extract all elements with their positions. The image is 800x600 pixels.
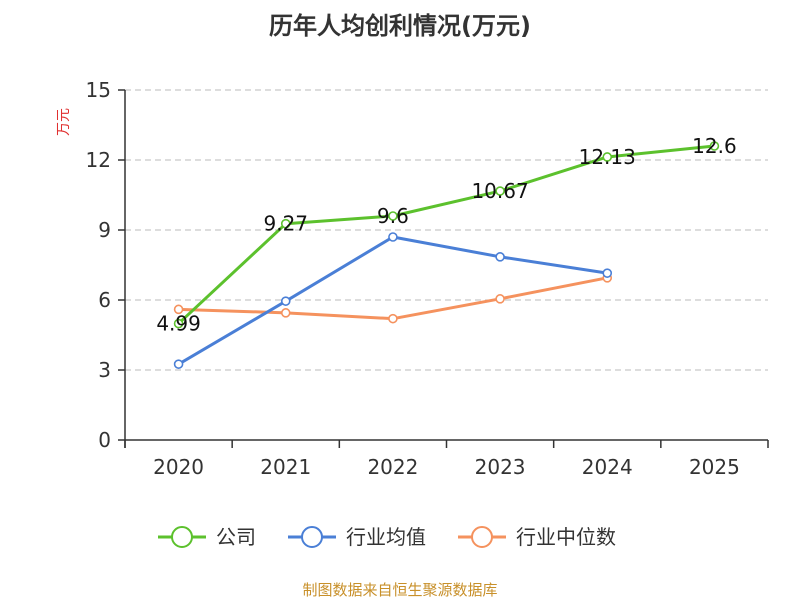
legend-item-1: 行业均值	[288, 525, 426, 549]
series-point-0	[709, 141, 720, 151]
series-point-2	[388, 313, 398, 324]
series-layer	[173, 141, 720, 369]
chart-title: 历年人均创利情况(万元)	[269, 12, 531, 40]
y-tick-label: 6	[98, 288, 111, 312]
x-tick-label: 2021	[260, 455, 311, 479]
series-point-0	[280, 218, 291, 229]
series-line-1	[177, 235, 608, 366]
legend-label: 公司	[216, 525, 256, 549]
x-tick-label: 2024	[582, 455, 633, 479]
data-label-layer: 4.99 9.27 9.6 10.67 12.13 12.6	[156, 134, 736, 336]
series-line-2	[178, 276, 608, 321]
series-point-0	[173, 318, 184, 329]
x-tick-label: 2020	[153, 455, 204, 479]
legend-item-0: 公司	[158, 525, 256, 549]
y-tick-label: 12	[86, 148, 111, 172]
y-axis-label: 万元	[56, 108, 72, 136]
series-point-0	[602, 152, 613, 162]
series-point-0	[388, 211, 398, 221]
series-point-1	[388, 232, 398, 242]
x-tick-label: 2025	[689, 455, 740, 479]
legend: 公司 行业均值 行业中位数	[158, 525, 616, 549]
source-note: 制图数据来自恒生聚源数据库	[302, 581, 497, 599]
data-label: 10.67	[471, 179, 528, 203]
series-point-2	[173, 304, 184, 315]
series-line-0	[177, 144, 715, 325]
legend-item-2: 行业中位数	[458, 525, 616, 549]
x-tick-label: 2023	[475, 455, 526, 479]
series-point-1	[602, 268, 613, 278]
series-point-2	[495, 294, 505, 304]
legend-label: 行业中位数	[516, 525, 616, 549]
series-point-1	[173, 359, 184, 369]
data-label: 12.6	[692, 134, 737, 158]
series-point-1	[495, 252, 505, 262]
data-label: 9.6	[377, 204, 409, 228]
legend-swatch-marker	[471, 526, 493, 548]
y-tick-label: 15	[86, 78, 111, 102]
y-tick-label: 0	[98, 428, 111, 452]
data-label: 9.27	[263, 212, 308, 236]
series-point-1	[280, 296, 291, 306]
y-tick-label: 9	[98, 218, 111, 242]
axis-layer: 0 3 6 9 12 15 2020 2021 2022 2023 2024 2025	[86, 78, 769, 479]
data-label: 4.99	[156, 312, 201, 336]
legend-swatch-marker	[301, 526, 323, 548]
series-point-0	[495, 186, 505, 196]
x-tick-label: 2022	[367, 455, 418, 479]
legend-label: 行业均值	[346, 525, 426, 549]
series-point-2	[280, 308, 291, 318]
legend-swatch-marker	[171, 526, 193, 548]
grid-layer	[125, 89, 768, 371]
y-tick-label: 3	[98, 358, 111, 382]
data-label: 12.13	[579, 145, 636, 169]
